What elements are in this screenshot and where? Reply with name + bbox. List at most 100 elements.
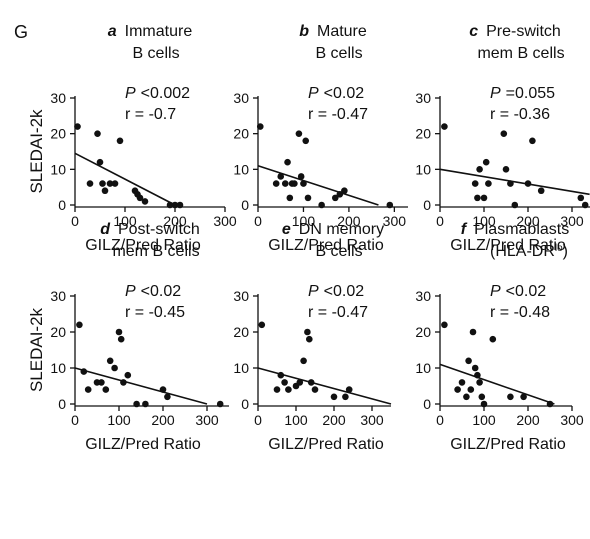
x-tick-label: 200 <box>151 412 175 428</box>
y-tick-label: 10 <box>50 161 66 177</box>
data-point <box>117 335 125 343</box>
p-annotation: P =0.055 <box>490 85 555 102</box>
panel-title: f Plasmablasts <box>461 221 569 238</box>
data-point <box>467 386 475 393</box>
data-point <box>286 194 294 202</box>
p-value: <0.002 <box>141 85 190 102</box>
data-point <box>176 201 184 209</box>
y-tick-label: 0 <box>241 396 249 412</box>
data-point <box>441 321 448 329</box>
title-base: (HLA-DR <box>490 243 555 260</box>
panel-title-line: Immature <box>125 23 193 40</box>
data-point <box>537 187 545 195</box>
p-label: P <box>308 283 319 300</box>
y-tick-label: 30 <box>233 90 249 106</box>
y-tick-label: 20 <box>233 126 249 142</box>
x-tick-label: 200 <box>163 213 187 229</box>
panel-title-line: DN memory <box>299 221 384 238</box>
data-point <box>511 201 519 209</box>
regression-line <box>257 367 392 405</box>
y-tick-label: 20 <box>415 324 431 340</box>
p-label: P <box>125 85 136 102</box>
data-point <box>296 379 304 386</box>
data-point <box>502 166 510 173</box>
y-tick-label: 30 <box>50 90 66 106</box>
data-point <box>306 335 313 343</box>
panel-letter: a <box>108 23 117 40</box>
x-axis-label: GILZ/Pred Ratio <box>450 237 566 254</box>
p-value: <0.02 <box>141 283 182 300</box>
data-point <box>133 400 140 408</box>
data-point <box>577 194 585 202</box>
p-value: <0.02 <box>324 283 365 300</box>
r-annotation: r = -0.47 <box>308 106 368 123</box>
data-point <box>99 180 106 187</box>
data-point <box>84 386 92 393</box>
p-annotation: P <0.002 <box>125 85 190 102</box>
data-point <box>94 130 101 137</box>
data-point <box>318 201 325 209</box>
y-tick-label: 0 <box>423 396 431 412</box>
data-point <box>581 201 589 209</box>
regression-line <box>257 165 379 206</box>
y-tick-label: 20 <box>50 126 66 142</box>
x-tick-label: 200 <box>322 412 346 428</box>
title-sup: lo <box>555 243 563 254</box>
x-axis-label: GILZ/Pred Ratio <box>450 436 566 453</box>
panel-title: c Pre-switch <box>469 23 561 40</box>
x-axis-label: GILZ/Pred Ratio <box>85 237 201 254</box>
data-point <box>284 158 291 166</box>
y-axis-label: SLEDAI-2k <box>27 307 46 392</box>
panel-title: b Mature <box>299 23 367 40</box>
x-tick-label: 300 <box>560 213 584 229</box>
y-tick-label: 30 <box>233 288 249 304</box>
data-point <box>302 137 310 145</box>
y-axis-label: SLEDAI-2k <box>27 109 46 194</box>
x-axis-label: GILZ/Pred Ratio <box>268 436 384 453</box>
data-point <box>281 180 289 187</box>
panel-title-line: Plasmablasts <box>474 221 569 238</box>
p-value: =0.055 <box>506 85 555 102</box>
data-point <box>111 364 118 372</box>
x-tick-label: 300 <box>213 213 237 229</box>
data-point <box>256 123 264 130</box>
data-point <box>465 357 472 365</box>
panel-title-line: B cells <box>132 45 179 62</box>
data-point <box>480 400 488 408</box>
data-point <box>463 393 470 401</box>
data-point <box>101 187 109 195</box>
panel-letter: f <box>461 221 468 238</box>
x-tick-label: 0 <box>71 412 79 428</box>
p-value: <0.02 <box>324 85 365 102</box>
x-tick-label: 100 <box>292 213 316 229</box>
data-point <box>480 194 488 202</box>
y-tick-label: 0 <box>241 197 249 213</box>
data-point <box>345 386 353 393</box>
x-tick-label: 300 <box>195 412 219 428</box>
panel-title-line: B cells <box>315 243 362 260</box>
data-point <box>141 198 149 205</box>
x-tick-label: 200 <box>516 412 540 428</box>
p-label: P <box>490 85 501 102</box>
x-tick-label: 100 <box>284 412 308 428</box>
p-annotation: P <0.02 <box>308 283 364 300</box>
y-tick-label: 10 <box>50 360 66 376</box>
r-annotation: r = -0.45 <box>125 304 185 321</box>
data-point <box>529 137 536 145</box>
data-point <box>136 194 144 202</box>
data-point <box>272 180 280 187</box>
panel-letter: e <box>282 221 291 238</box>
panel-title-line: mem B cells <box>112 243 199 260</box>
x-axis-label: GILZ/Pred Ratio <box>268 237 384 254</box>
data-point <box>441 123 448 130</box>
data-point <box>330 393 338 401</box>
y-tick-label: 10 <box>233 161 249 177</box>
x-tick-label: 0 <box>436 412 444 428</box>
y-tick-label: 20 <box>50 324 66 340</box>
r-annotation: r = -0.36 <box>490 106 550 123</box>
data-point <box>507 393 514 401</box>
data-point <box>258 321 266 329</box>
panel-title-line: Mature <box>317 23 367 40</box>
data-point <box>300 357 307 365</box>
